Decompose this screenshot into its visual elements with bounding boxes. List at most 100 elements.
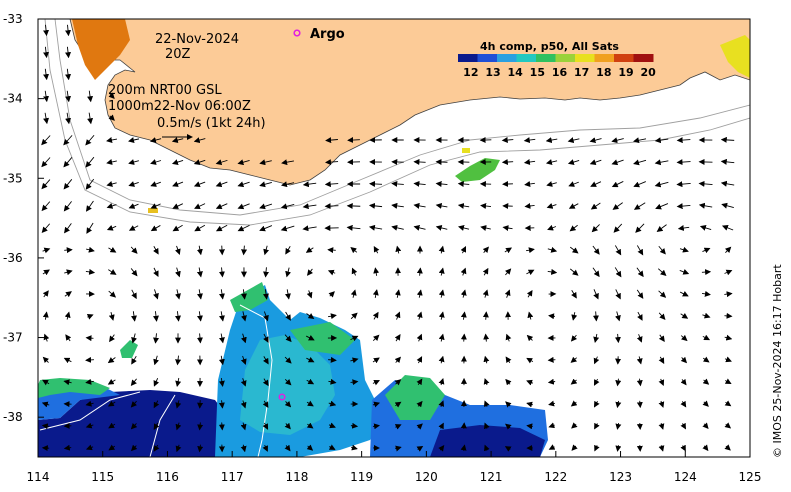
current-arrow [591,224,600,233]
current-arrow [128,225,139,231]
current-arrow [658,245,666,255]
current-arrow [702,444,709,452]
current-arrow [197,400,204,409]
current-arrow [285,311,291,321]
depth-info-label: 200m NRT00 GSL [108,83,222,98]
current-arrow [305,335,315,341]
current-arrow [372,357,380,364]
current-arrow [302,181,317,188]
current-arrow [680,356,688,364]
current-arrow [65,112,72,125]
argo-label: Argo [310,27,345,42]
colorbar-swatch [536,54,556,62]
current-arrow [107,400,116,407]
sst-coast-west [72,19,130,80]
x-tick-label: 124 [674,470,697,484]
y-tick-label: -37 [3,331,23,345]
current-arrow [457,203,470,209]
current-arrow [63,135,73,146]
current-arrow [153,311,159,322]
y-tick-label: -35 [3,171,23,185]
current-arrow [505,401,512,408]
current-arrow [175,355,182,366]
current-arrow [42,379,50,386]
current-arrow [43,68,50,81]
current-arrow [130,400,138,408]
x-tick-label: 125 [739,470,762,484]
current-arrow [636,289,644,299]
current-arrow [614,333,621,344]
current-arrow [636,356,643,365]
current-arrow [193,137,206,144]
current-arrow [592,267,600,278]
current-arrow [196,333,203,344]
current-arrow [460,245,467,254]
current-arrow [284,422,291,430]
current-arrow [656,224,667,232]
current-arrow [702,247,711,254]
current-arrow [615,378,622,387]
sst-contour3 [149,394,176,457]
current-arrow [394,289,401,298]
current-arrow [611,159,624,166]
current-arrow [593,333,600,343]
current-arrow [108,290,117,298]
current-arrow [680,312,689,319]
current-arrow [350,422,359,429]
current-arrow [108,114,115,121]
current-arrow [435,180,448,187]
current-arrow [438,267,445,276]
current-arrow [502,225,513,232]
current-arrow [724,291,733,298]
current-arrow [64,247,73,254]
current-arrow [636,400,643,409]
current-arrow [328,356,337,363]
current-arrow [438,289,445,298]
current-arrow [548,444,556,450]
current-arrow [85,422,94,429]
credit-label: © IMOS 25-Nov-2024 16:17 Hobart [771,264,784,458]
current-arrow [395,245,402,254]
current-arrow [571,312,578,321]
current-arrow [240,333,247,344]
current-arrow [280,225,295,232]
current-arrow [635,223,645,233]
x-tick-label: 120 [415,470,438,484]
current-arrow [85,268,96,275]
current-arrow [593,378,600,386]
current-arrow [240,444,247,453]
current-arrow [324,159,339,166]
colorbar-title: 4h comp, p50, All Sats [480,40,619,53]
current-arrow [526,289,533,298]
x-tick-label: 117 [221,470,244,484]
current-arrow [306,268,314,276]
current-arrow [594,422,600,430]
colorbar-label: 16 [552,66,568,79]
current-arrow [458,225,470,231]
current-arrow [153,378,160,387]
current-arrow [480,203,492,209]
current-arrow [263,356,269,365]
current-arrow [284,289,291,300]
current-arrow [65,90,72,103]
current-arrow [658,312,666,320]
current-arrow [153,444,160,452]
current-arrow [263,267,270,278]
current-arrow [306,378,315,385]
sst-dot-yellow [462,148,470,153]
current-arrow [615,400,622,409]
current-arrow [240,400,247,409]
current-arrow [128,159,139,165]
current-arrow [395,445,402,452]
current-arrow [482,311,489,320]
current-arrow [720,136,735,143]
current-arrow [590,181,602,187]
current-arrow [128,181,139,187]
current-arrow [545,137,558,144]
current-arrow [262,400,269,409]
current-arrow [263,311,269,322]
current-arrow [263,333,269,343]
current-arrow [679,246,689,253]
current-arrow [42,269,50,276]
current-arrow [305,246,314,253]
